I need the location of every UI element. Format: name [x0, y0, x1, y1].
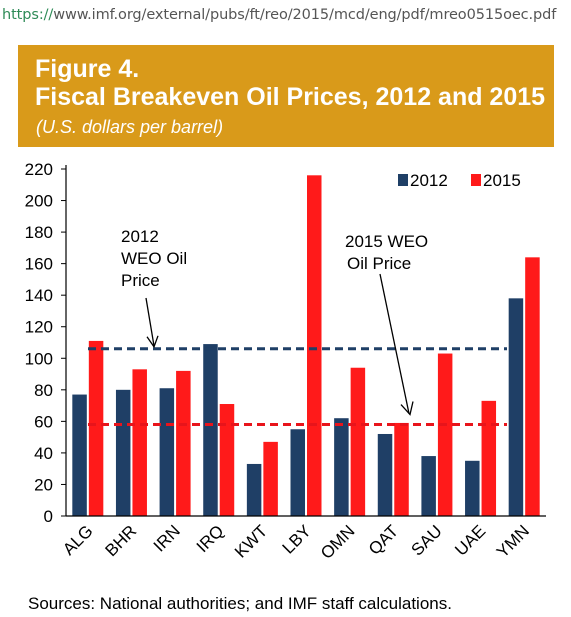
bar-2015-UAE: [481, 400, 497, 516]
legend-swatch-2012: [398, 174, 408, 186]
reference-lines: 2012 WEO Oil Price 2015 WEO Oil Price: [88, 227, 507, 427]
y-tick-label: 160: [25, 255, 53, 274]
bar-2012-BHR: [115, 389, 131, 516]
bar-2012-UAE: [465, 460, 480, 516]
x-tick-label: OMN: [317, 521, 358, 562]
x-tick-label: YMN: [493, 521, 533, 561]
arrow-head-icon: [400, 401, 414, 416]
reference-label-2012: Price: [121, 271, 160, 290]
bars: [72, 175, 540, 517]
reference-label-2015: Oil Price: [347, 254, 411, 273]
y-tick-label: 220: [25, 160, 53, 179]
reference-label-2015: 2015 WEO: [345, 232, 428, 251]
x-tick-label: LBY: [279, 521, 315, 557]
figure-number: Figure 4.: [35, 55, 140, 83]
y-tick-label: 140: [25, 286, 53, 305]
source-note: Sources: National authorities; and IMF s…: [28, 594, 452, 613]
url-scheme: https://: [2, 7, 54, 23]
address-bar[interactable]: https://www.imf.org/external/pubs/ft/reo…: [0, 0, 571, 30]
legend-label-2015: 2015: [483, 171, 521, 190]
bar-chart: 0 20 40 60 80 100 120 140 160 180 200 220 2012 WEO O…: [25, 160, 546, 563]
y-axis: 0 20 40 60 80 100 120 140 160 180 200 220: [25, 160, 67, 526]
reference-label-2012: WEO Oil: [121, 249, 187, 268]
y-tick-label: 200: [25, 192, 53, 211]
reference-arrow-2015: [379, 273, 410, 414]
y-tick-label: 40: [34, 444, 53, 463]
y-tick-label: 0: [44, 507, 53, 526]
figure-title: Fiscal Breakeven Oil Prices, 2012 and 20…: [35, 83, 546, 111]
figure-unit: (U.S. dollars per barrel): [36, 117, 224, 137]
bar-2015-LBY: [307, 175, 322, 517]
url-path: www.imf.org/external/pubs/ft/reo/2015/mc…: [53, 7, 557, 23]
bar-2015-ALG: [88, 340, 104, 516]
figure-header: Figure 4. Fiscal Breakeven Oil Prices, 2…: [18, 45, 554, 147]
x-tick-label: BHR: [101, 521, 140, 560]
bar-2015-IRQ: [219, 404, 235, 516]
x-tick-label: SAU: [408, 521, 446, 559]
bar-2015-YMN: [525, 257, 540, 516]
reference-label-2012: 2012: [121, 227, 159, 246]
x-tick-label: IRQ: [193, 521, 228, 556]
bar-2012-SAU: [421, 456, 436, 516]
y-tick-label: 100: [25, 349, 53, 368]
y-tick-label: 180: [25, 223, 53, 242]
y-tick-label: 120: [25, 318, 53, 337]
bar-2012-OMN: [334, 418, 349, 516]
legend: 2012 2015: [398, 171, 521, 190]
bar-2012-QAT: [377, 433, 393, 516]
bar-2015-IRN: [176, 370, 191, 516]
y-tick-label: 20: [34, 475, 53, 494]
legend-label-2012: 2012: [410, 171, 448, 190]
reference-arrow-2012: [145, 297, 155, 346]
x-tick-label: IRN: [150, 521, 184, 555]
legend-swatch-2015: [471, 174, 481, 186]
y-tick-label: 80: [34, 381, 53, 400]
bar-2015-SAU: [437, 353, 453, 516]
bar-2012-LBY: [290, 429, 305, 516]
bar-2015-KWT: [263, 441, 278, 516]
url-text[interactable]: https://www.imf.org/external/pubs/ft/reo…: [2, 7, 556, 23]
y-tick-label: 60: [34, 412, 53, 431]
bar-2012-IRN: [159, 388, 175, 516]
arrow-head-icon: [146, 335, 159, 349]
x-tick-label: QAT: [365, 521, 402, 558]
x-tick-label: ALG: [59, 521, 96, 558]
bar-2015-OMN: [350, 367, 366, 516]
bar-2012-YMN: [508, 298, 524, 516]
bar-2012-IRQ: [203, 344, 218, 516]
bar-2012-KWT: [246, 463, 262, 516]
bar-2012-ALG: [72, 394, 87, 516]
x-axis: ALG BHR IRN IRQ KWT LBY OMN QAT SAU UAE YMN: [59, 515, 546, 563]
bar-2015-QAT: [394, 422, 409, 516]
x-tick-label: KWT: [231, 521, 271, 561]
x-tick-label: UAE: [451, 521, 489, 559]
bar-2015-BHR: [132, 369, 147, 516]
